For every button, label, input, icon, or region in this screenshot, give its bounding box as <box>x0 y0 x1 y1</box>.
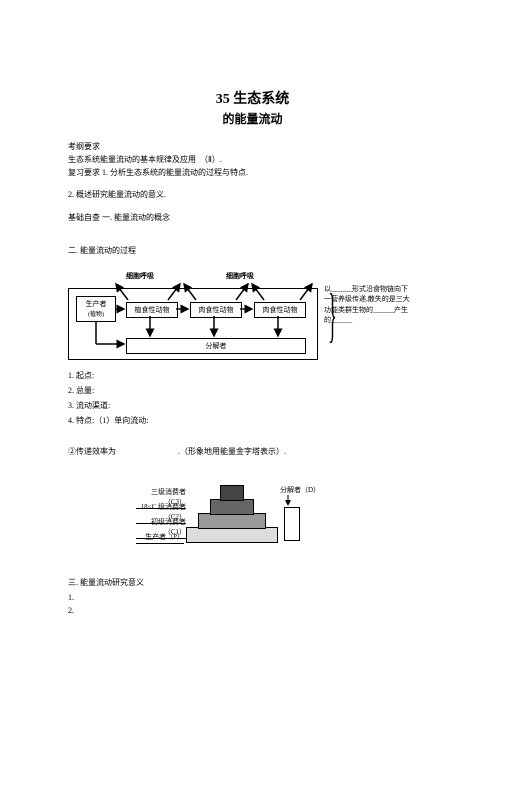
pyramid-level-3 <box>210 499 254 515</box>
pyramid-level-1 <box>186 527 278 543</box>
producer-sublabel: (植物) <box>88 309 104 318</box>
producer-label: 生产者 <box>86 299 107 309</box>
pyramid-level-4 <box>220 485 244 501</box>
producer-box: 生产者 (植物) <box>76 296 116 322</box>
efficiency-label: ②传递效率为 <box>68 447 116 456</box>
pyramid-level-2 <box>198 513 266 529</box>
meaning-item-2: 2. <box>68 606 505 615</box>
energy-flow-diagram: 生产者 (植物) 植食性动物 肉食性动物 肉食性动物 分解者 细胞呼吸 细胞呼吸… <box>68 266 428 366</box>
label-p: 生产者（P） <box>136 532 184 544</box>
title-main: 35 生态系统 <box>0 88 505 108</box>
list-item-2: 2. 总量: <box>68 385 505 396</box>
self-check: 基础自查 一. 能量流动的概念 <box>68 212 437 225</box>
exam-requirement-label: 考纲要求 <box>68 141 437 154</box>
list-item-4: 4. 特点:（1）单向流动: <box>68 415 168 426</box>
meaning-title: 三. 能量流动研究意义 <box>68 577 437 590</box>
list-item-1: 1. 起点: <box>68 370 505 381</box>
decomposer-arrow <box>278 493 308 513</box>
meaning-item-1: 1. <box>68 593 505 602</box>
pyramid-note: .（形象地用能量金字塔表示）. <box>178 447 286 456</box>
diagram-side-text: 以______形式沿食物链向下一营养级传递,散失的是三大功能类群生物的_____… <box>324 284 414 326</box>
list-item-3: 3. 流动渠道: <box>68 400 505 411</box>
review-req-1: 复习要求 1. 分析生态系统的能量流动的过程与特点. <box>68 167 437 180</box>
title-sub: 的能量流动 <box>0 110 505 127</box>
energy-pyramid-diagram: 三级消费者（C3） 18<C 级消费者（C2） 初级消费者（C1） 生产者（P）… <box>68 467 428 557</box>
process-title: 二. 能量流动的过程 <box>68 245 437 258</box>
list-item-5: ②传递效率为 .（形象地用能量金字塔表示）. <box>68 446 437 459</box>
review-req-2: 2. 概述研究能量流动的意义. <box>68 189 437 202</box>
exam-requirement-desc: 生态系统能量流动的基本规律及应用 （Ⅱ）. <box>68 154 437 167</box>
